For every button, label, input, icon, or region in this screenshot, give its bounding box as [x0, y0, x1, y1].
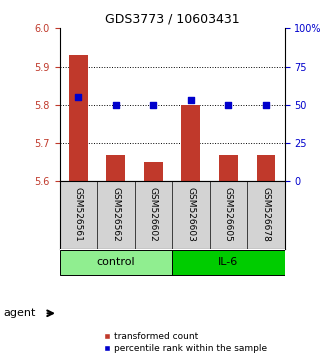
Bar: [107, 154, 125, 181]
Text: GSM526562: GSM526562: [111, 187, 120, 241]
Legend: transformed count, percentile rank within the sample: transformed count, percentile rank withi…: [103, 332, 267, 353]
Bar: [144, 162, 163, 181]
Point: [76, 94, 81, 100]
Point: [188, 97, 194, 103]
Point: [113, 102, 118, 108]
FancyBboxPatch shape: [60, 250, 172, 275]
Text: agent: agent: [3, 308, 36, 318]
Text: GSM526678: GSM526678: [261, 187, 270, 241]
Text: GSM526605: GSM526605: [224, 187, 233, 241]
Bar: [69, 55, 88, 181]
Bar: [219, 154, 238, 181]
Point: [263, 102, 268, 108]
Point: [151, 102, 156, 108]
Text: control: control: [97, 257, 135, 267]
Text: GSM526561: GSM526561: [74, 187, 83, 241]
Bar: [257, 154, 275, 181]
Title: GDS3773 / 10603431: GDS3773 / 10603431: [105, 13, 239, 26]
Point: [226, 102, 231, 108]
FancyBboxPatch shape: [172, 250, 285, 275]
Text: IL-6: IL-6: [218, 257, 239, 267]
Text: GSM526602: GSM526602: [149, 187, 158, 241]
Bar: [181, 105, 200, 181]
Text: GSM526603: GSM526603: [186, 187, 195, 241]
